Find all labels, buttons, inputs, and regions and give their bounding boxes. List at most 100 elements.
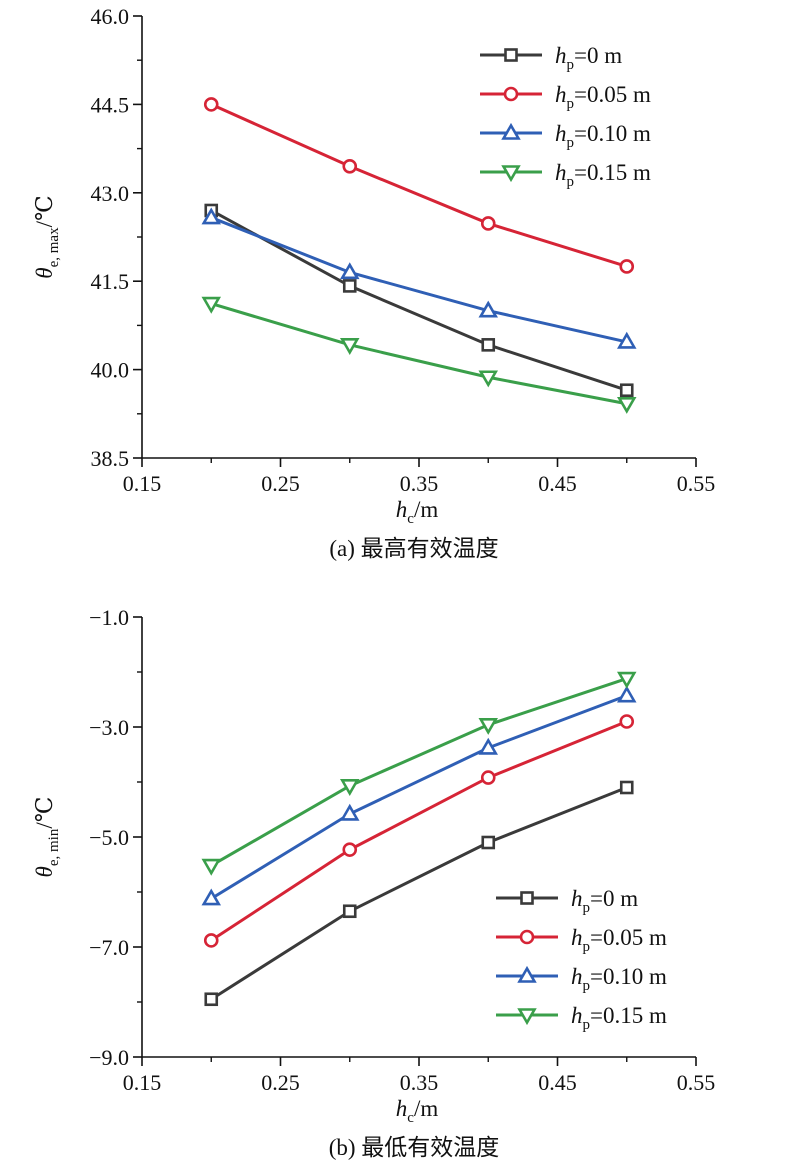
- data-point-marker: [616, 396, 637, 414]
- x-axis-title: hc/m: [396, 1096, 439, 1126]
- data-point-marker: [619, 780, 634, 795]
- legend-marker: [517, 965, 537, 983]
- legend: hp=0 m hp=0.05 m hp=0.10 m hp=0.15 m: [496, 886, 667, 1033]
- y-tick-label: 44.5: [91, 92, 130, 117]
- data-point-marker: [339, 779, 360, 796]
- series-circle: [203, 97, 635, 274]
- y-axis-title: θe, min/℃: [32, 797, 62, 878]
- data-point-marker: [478, 300, 499, 318]
- data-point-marker: [201, 207, 222, 225]
- x-tick-label: 0.35: [400, 471, 439, 496]
- series-square: [204, 203, 634, 398]
- series-triangle-down: [201, 671, 637, 876]
- series-triangle-up: [201, 207, 637, 349]
- data-point-marker: [616, 331, 637, 349]
- data-point-marker: [201, 296, 222, 314]
- data-point-marker: [481, 338, 496, 352]
- legend-label: hp=0.05 m: [571, 925, 667, 955]
- series-line: [210, 302, 628, 406]
- legend-marker: [501, 165, 521, 183]
- y-tick-label: 46.0: [91, 4, 130, 29]
- y-tick-label: −1.0: [89, 605, 129, 630]
- y-tick-label: −5.0: [89, 825, 129, 850]
- series-line: [210, 677, 628, 867]
- legend-item: hp=0.10 m: [480, 121, 651, 151]
- legend-marker: [504, 48, 518, 62]
- x-tick-label: 0.45: [538, 1070, 577, 1095]
- data-point-marker: [616, 685, 637, 703]
- legend-marker: [517, 1008, 537, 1026]
- series-line: [210, 103, 628, 268]
- data-point-marker: [481, 835, 496, 850]
- series-square: [204, 780, 634, 1007]
- legend-label: hp=0 m: [571, 886, 638, 916]
- data-point-marker: [619, 714, 635, 729]
- legend-label: hp=0.05 m: [555, 82, 651, 112]
- legend-item: hp=0.15 m: [496, 1003, 667, 1033]
- y-tick-label: −7.0: [89, 935, 129, 960]
- x-axis-title: hc/m: [396, 497, 439, 527]
- x-tick-label: 0.15: [123, 471, 162, 496]
- legend-item: hp=0.05 m: [480, 82, 651, 112]
- series-line: [210, 209, 628, 392]
- x-tick-label: 0.25: [261, 471, 300, 496]
- legend-item: hp=0.15 m: [480, 160, 651, 190]
- series-line: [210, 720, 628, 942]
- panel-caption: (a) 最高有效温度: [329, 536, 498, 561]
- legend: hp=0 m hp=0.05 m hp=0.10 m hp=0.15 m: [480, 43, 651, 190]
- legend-item: hp=0 m: [480, 43, 622, 73]
- data-point-marker: [480, 770, 496, 785]
- y-tick-label: −3.0: [89, 715, 129, 740]
- data-point-marker: [339, 338, 360, 355]
- data-point-marker: [203, 933, 219, 948]
- series-line: [210, 216, 628, 344]
- data-point-marker: [342, 158, 358, 174]
- data-point-marker: [342, 842, 358, 857]
- y-axis-title: θe, max/℃: [32, 195, 62, 278]
- x-tick-label: 0.55: [677, 471, 716, 496]
- series-triangle-up: [201, 685, 637, 906]
- legend-label: hp=0.10 m: [571, 964, 667, 994]
- panel-caption: (b) 最低有效温度: [329, 1135, 500, 1160]
- data-point-marker: [204, 992, 219, 1007]
- data-point-marker: [478, 370, 499, 388]
- legend-marker: [519, 929, 535, 945]
- legend-marker: [503, 86, 519, 102]
- x-tick-label: 0.35: [400, 1070, 439, 1095]
- series-triangle-down: [201, 296, 637, 414]
- chart-panel-b: 0.15 0.25 0.35 0.45 0.55 −9.0 −7.0 −5.0 −3.0 −1.0…: [32, 605, 715, 1160]
- y-tick-label: −9.0: [89, 1045, 129, 1070]
- chart-panel-a: 0.15 0.25 0.35 0.45 0.55 38.5 40.0 41.5 43.0 44.5…: [32, 4, 715, 561]
- data-point-marker: [203, 97, 219, 112]
- data-point-marker: [342, 904, 357, 919]
- legend-marker: [520, 891, 534, 905]
- legend-item: hp=0 m: [496, 886, 638, 916]
- data-point-marker: [201, 888, 222, 906]
- legend-label: hp=0.15 m: [555, 160, 651, 190]
- y-tick-label: 40.0: [91, 358, 130, 383]
- x-tick-label: 0.25: [261, 1070, 300, 1095]
- data-point-marker: [339, 262, 360, 280]
- x-tick-label: 0.55: [677, 1070, 716, 1095]
- data-point-marker: [339, 803, 360, 821]
- data-point-marker: [619, 259, 635, 274]
- data-point-marker: [478, 717, 499, 735]
- x-tick-label: 0.45: [538, 471, 577, 496]
- data-point-marker: [480, 216, 496, 231]
- legend-label: hp=0.15 m: [571, 1003, 667, 1033]
- data-point-marker: [619, 383, 634, 398]
- data-point-marker: [342, 279, 357, 293]
- legend-item: hp=0.10 m: [496, 964, 667, 994]
- data-point-marker: [201, 858, 222, 876]
- data-point-marker: [616, 671, 637, 689]
- legend-item: hp=0.05 m: [496, 925, 667, 955]
- series-circle: [203, 714, 635, 948]
- y-tick-label: 43.0: [91, 181, 130, 206]
- legend-label: hp=0.10 m: [555, 121, 651, 151]
- y-tick-label: 41.5: [91, 269, 130, 294]
- legend-marker: [501, 122, 521, 140]
- data-point-marker: [478, 737, 499, 755]
- y-tick-label: 38.5: [91, 446, 130, 471]
- x-tick-label: 0.15: [123, 1070, 162, 1095]
